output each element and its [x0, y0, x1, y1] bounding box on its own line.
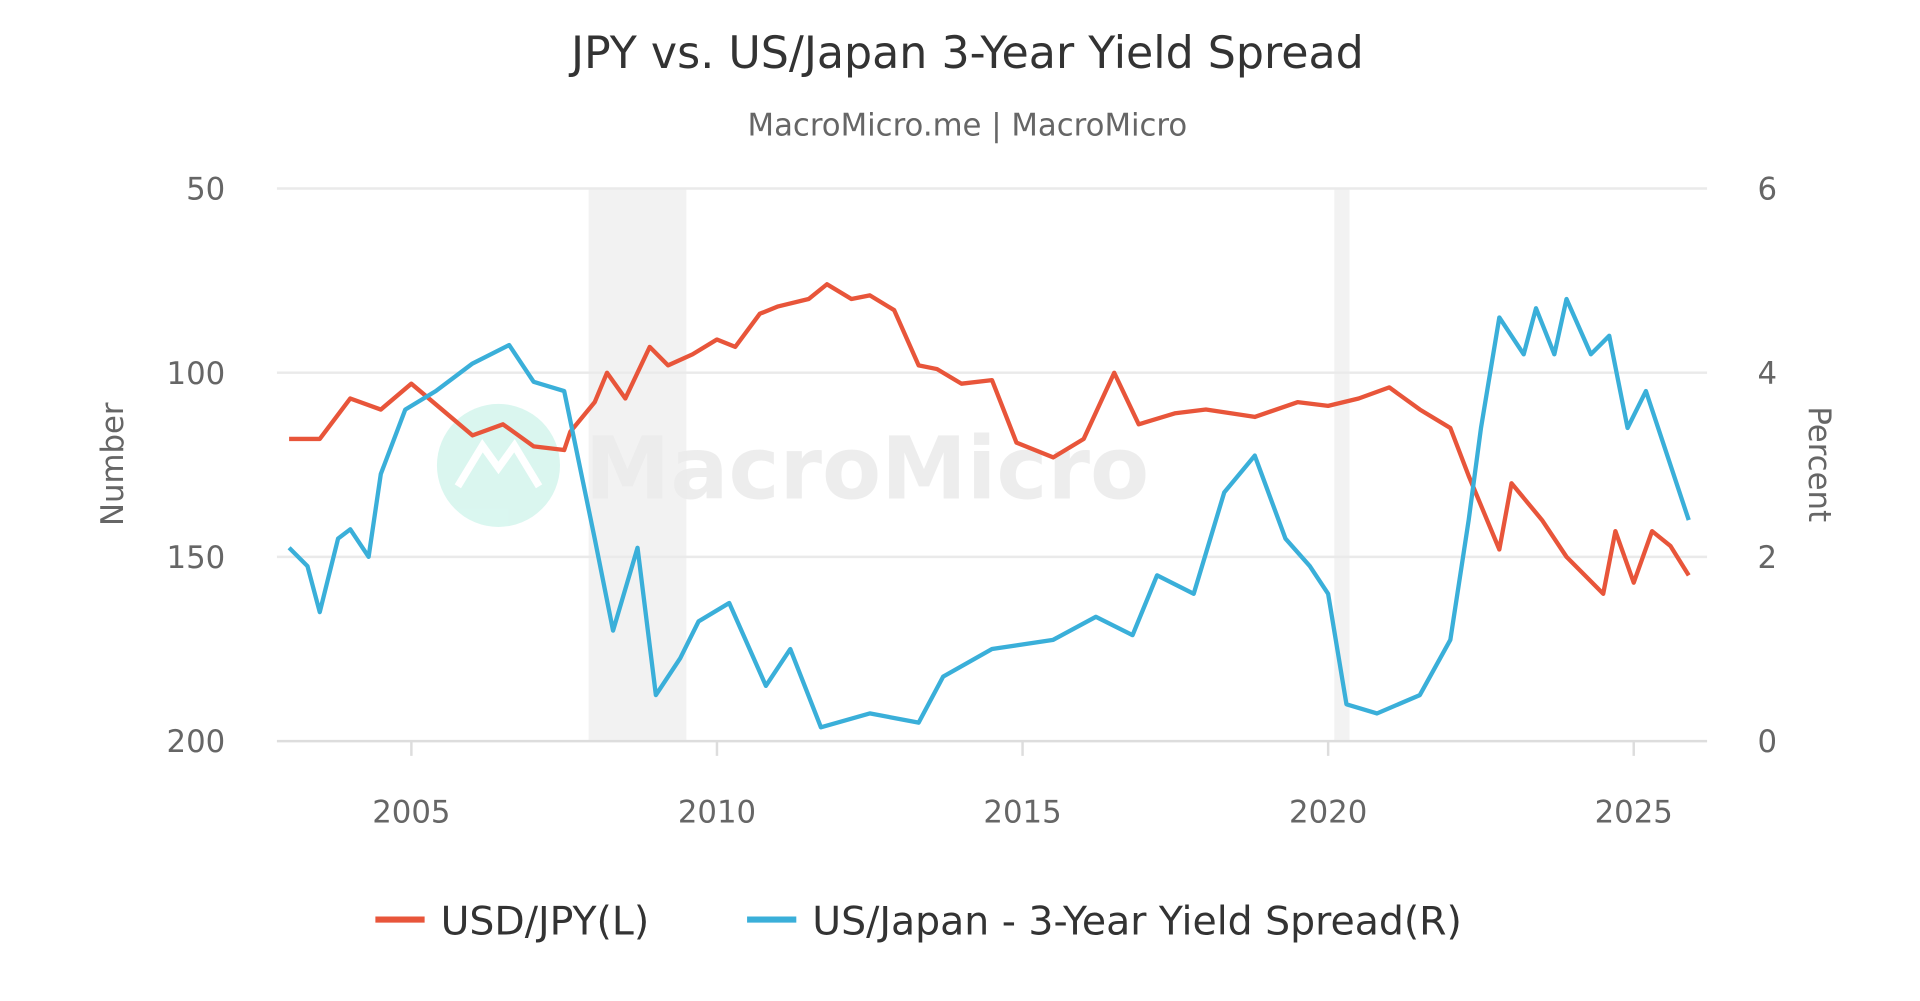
x-tick-label: 2005	[372, 794, 450, 830]
y-left-tick-label: 150	[167, 540, 226, 576]
x-tick-label: 2010	[678, 794, 756, 830]
legend-item-spread[interactable]: US/Japan - 3-Year Yield Spread(R)	[747, 898, 1462, 944]
chart-subtitle: MacroMicro.me | MacroMicro	[748, 108, 1188, 144]
y-left-tick-label: 50	[186, 172, 225, 208]
recession-shade-0	[588, 188, 687, 742]
y-right-tick-label: 0	[1758, 724, 1778, 760]
y-right-tick-label: 6	[1758, 172, 1778, 208]
legend-label-usdjpy: USD/JPY(L)	[441, 898, 650, 944]
watermark: MacroMicro	[436, 403, 1150, 527]
y-right-label: Percent	[1801, 406, 1837, 522]
legend-item-usdjpy[interactable]: USD/JPY(L)	[375, 898, 649, 944]
y-right-tick-label: 4	[1758, 356, 1778, 392]
y-left-tick-label: 200	[167, 724, 226, 760]
legend-label-spread: US/Japan - 3-Year Yield Spread(R)	[812, 898, 1462, 944]
series-line-0	[289, 282, 1691, 596]
series-line-1	[287, 296, 1691, 730]
chart-title: JPY vs. US/Japan 3-Year Yield Spread	[568, 28, 1364, 79]
y-right-tick-label: 2	[1758, 540, 1778, 576]
y-left-label: Number	[95, 402, 131, 526]
x-tick-label: 2015	[983, 794, 1061, 830]
recession-shade-1	[1334, 188, 1350, 742]
svg-text:MacroMicro: MacroMicro	[585, 420, 1150, 520]
y-left-tick-label: 100	[167, 356, 226, 392]
x-tick-label: 2025	[1595, 794, 1673, 830]
x-tick-label: 2020	[1289, 794, 1367, 830]
legend: USD/JPY(L) US/Japan - 3-Year Yield Sprea…	[375, 898, 1462, 944]
